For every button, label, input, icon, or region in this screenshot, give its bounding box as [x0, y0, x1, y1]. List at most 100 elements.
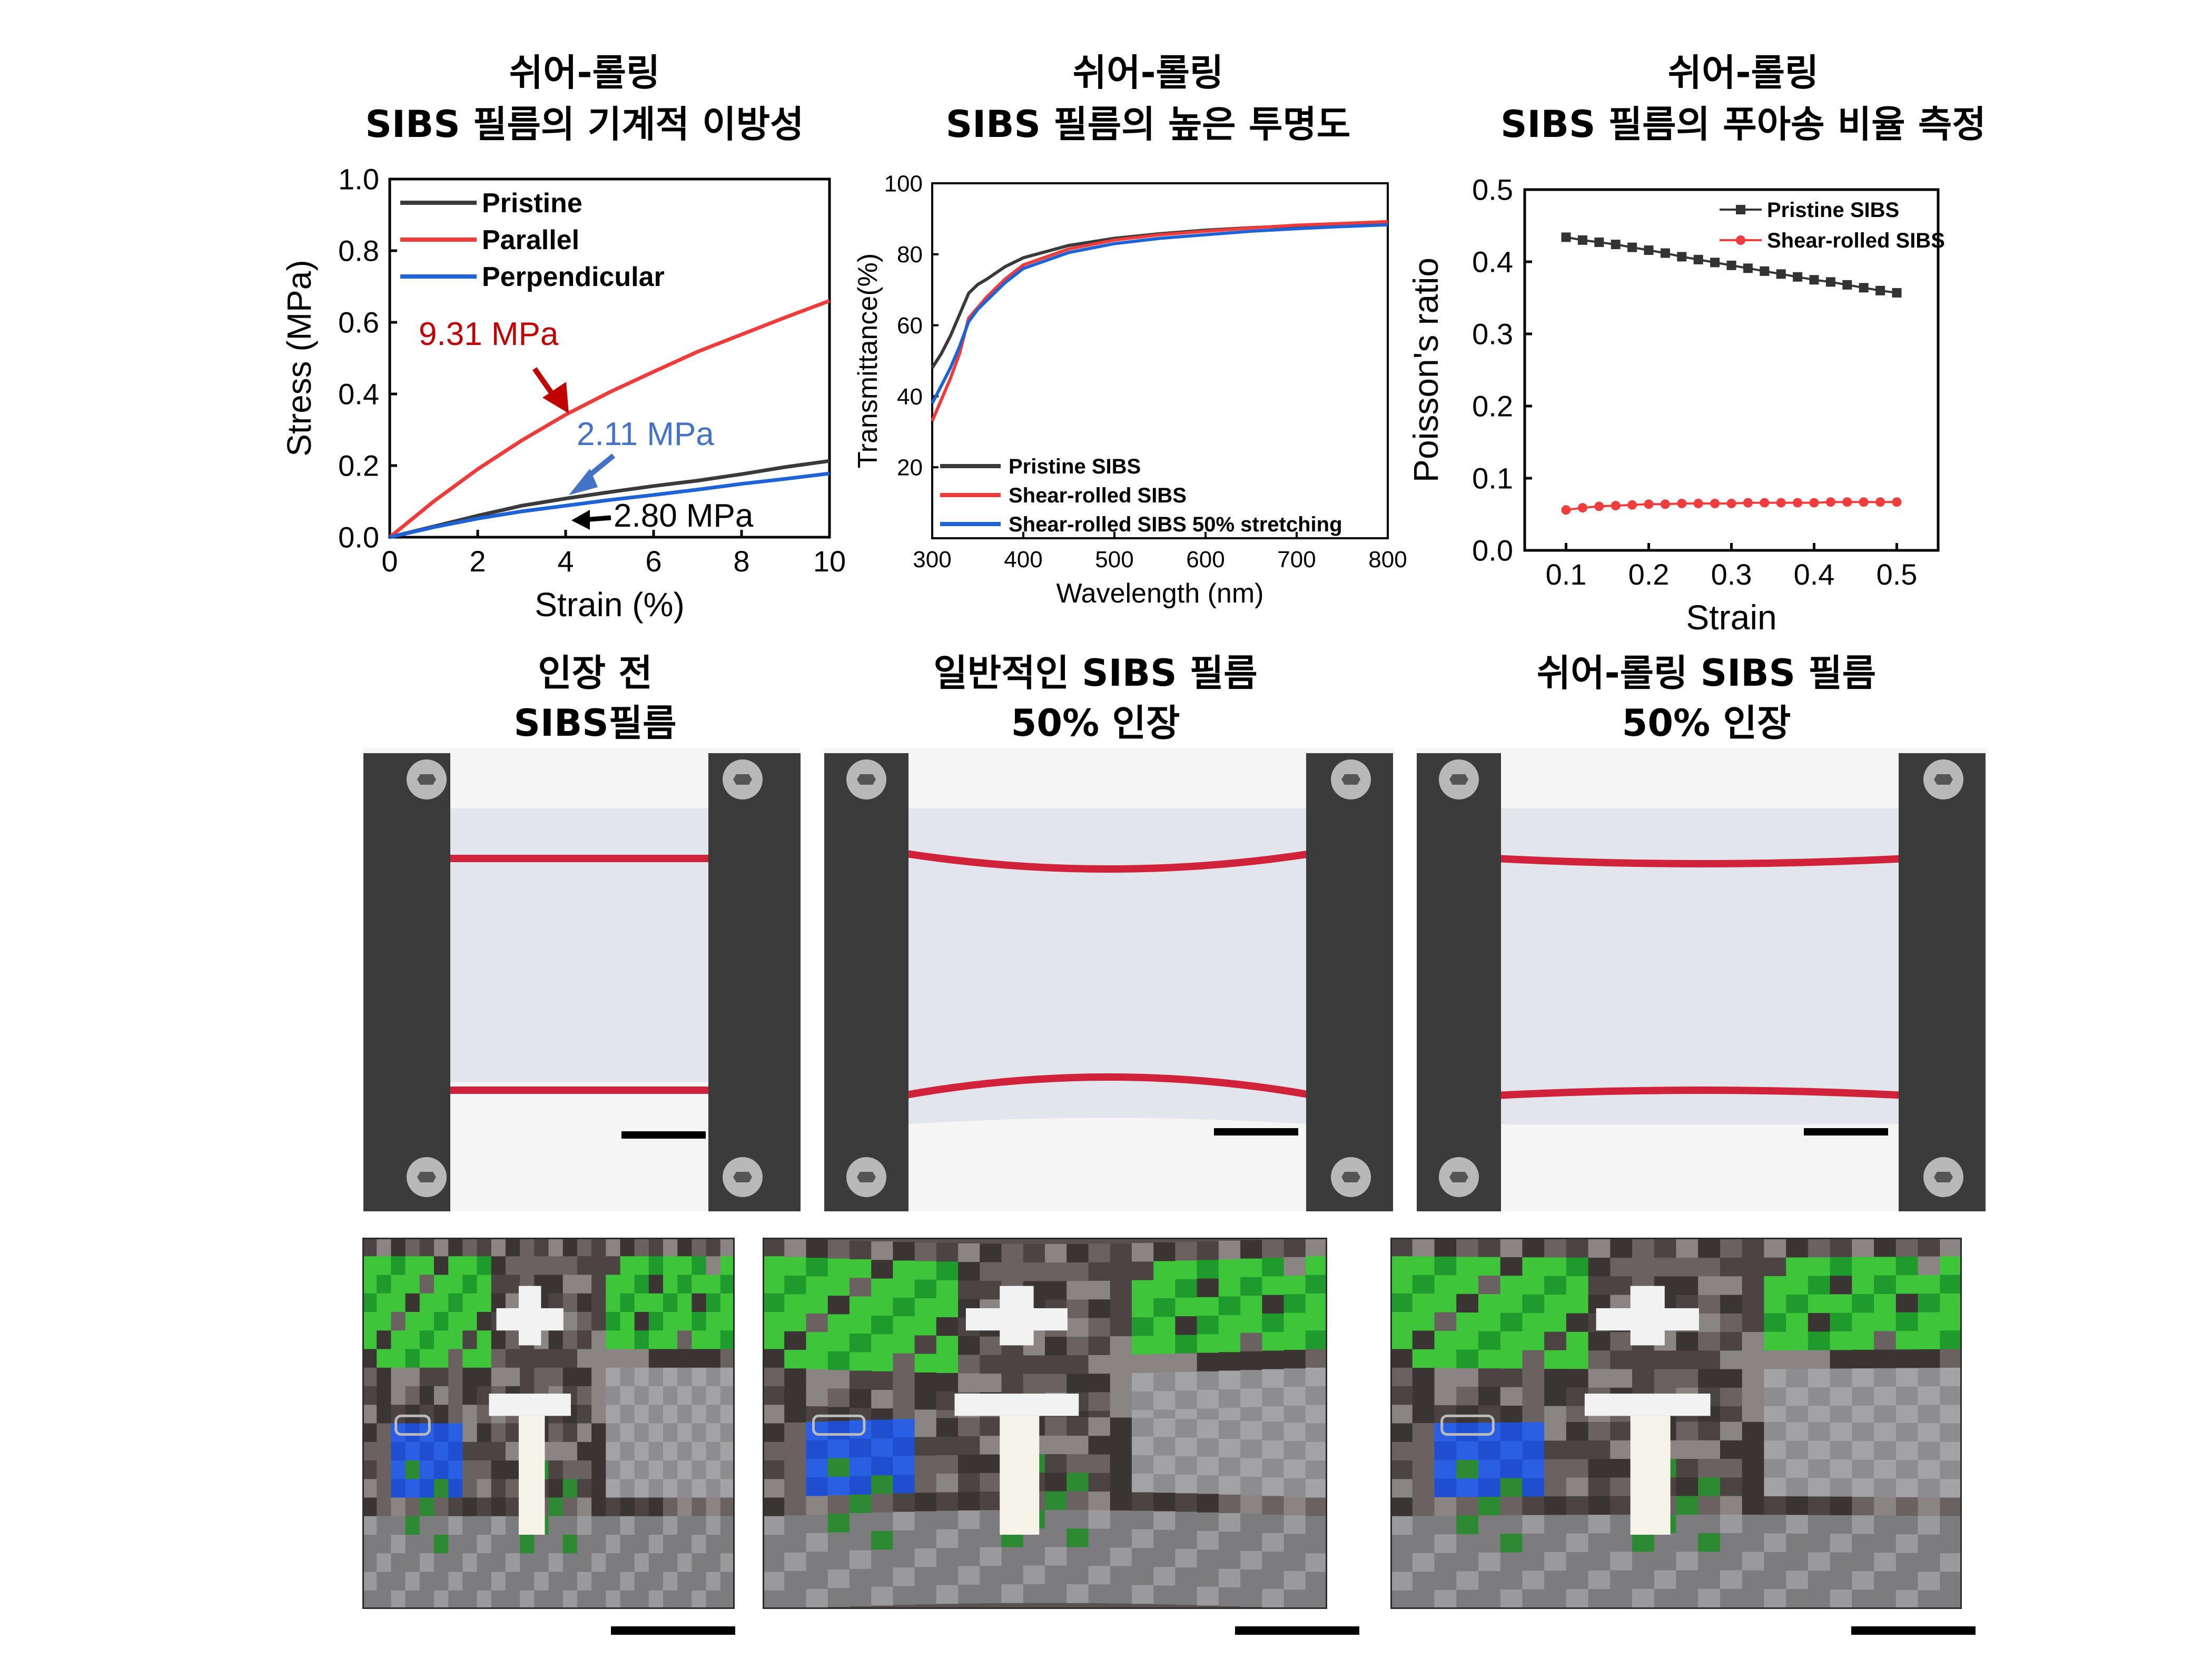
pixel	[1764, 1477, 1786, 1497]
y-tick-label: 100	[884, 171, 923, 196]
pixel	[1874, 1405, 1897, 1425]
pixel	[491, 1497, 506, 1517]
legend-label: Shear-rolled SIBS	[1767, 229, 1945, 252]
pixel	[648, 1238, 664, 1257]
pixel	[692, 1405, 707, 1424]
pixel	[1874, 1441, 1897, 1460]
pixel	[1786, 1295, 1809, 1314]
pixel	[419, 1275, 434, 1294]
pixel	[1566, 1369, 1588, 1388]
pixel	[1153, 1418, 1176, 1438]
pixel	[1895, 1312, 1918, 1331]
pixel	[405, 1238, 420, 1257]
pixel	[871, 1390, 893, 1409]
pixel	[477, 1330, 492, 1350]
data-point	[1875, 285, 1885, 295]
pixel	[1940, 1349, 1962, 1368]
clamp-left	[824, 753, 908, 1211]
pixel	[1131, 1372, 1154, 1392]
pixel	[1610, 1276, 1633, 1296]
annotation-parallel: 9.31 MPa	[419, 316, 559, 352]
pixel	[491, 1516, 506, 1535]
pixel	[936, 1492, 959, 1512]
pixel	[1240, 1569, 1262, 1588]
pixel	[1742, 1477, 1764, 1497]
pixel	[1610, 1258, 1633, 1277]
pixel	[1262, 1276, 1284, 1296]
pixel	[362, 1256, 377, 1276]
pixel	[692, 1516, 707, 1535]
rig-illustration	[1417, 748, 1986, 1211]
pixel	[462, 1441, 477, 1461]
pixel	[405, 1405, 420, 1424]
pixel	[1940, 1405, 1962, 1424]
pixel	[1175, 1372, 1198, 1391]
x-tick-label: 0.1	[1546, 558, 1587, 591]
pixel	[1786, 1387, 1809, 1407]
pixel	[548, 1572, 564, 1591]
pixel	[562, 1349, 578, 1368]
clamp-left	[363, 753, 450, 1211]
pixel	[720, 1312, 735, 1331]
figure-arms	[1584, 1394, 1711, 1416]
pixel	[620, 1330, 635, 1350]
pixel	[1830, 1276, 1852, 1295]
pixel	[980, 1454, 1002, 1474]
pixel	[1262, 1421, 1284, 1441]
pixel	[1283, 1350, 1306, 1369]
pixel	[548, 1516, 564, 1535]
pixel	[1852, 1589, 1874, 1609]
pixel	[1830, 1478, 1852, 1497]
pixel	[634, 1516, 649, 1535]
pixel	[1830, 1422, 1852, 1441]
pixel	[562, 1330, 578, 1350]
pixel	[1066, 1473, 1089, 1492]
pixel	[1305, 1330, 1327, 1350]
pixel	[606, 1572, 620, 1591]
pixel	[1390, 1293, 1413, 1312]
pixel	[620, 1516, 635, 1535]
pixel	[1742, 1459, 1764, 1478]
pixel	[849, 1587, 872, 1606]
pixel	[462, 1386, 477, 1405]
y-tick-label: 0.8	[338, 234, 379, 268]
pixel	[706, 1405, 721, 1424]
pixel	[1240, 1240, 1262, 1259]
pixel	[692, 1238, 707, 1257]
pixel	[1478, 1331, 1501, 1350]
y-tick-label: 0.3	[1472, 318, 1513, 351]
pixel	[1456, 1497, 1479, 1516]
data-point	[1809, 498, 1819, 508]
pixel	[491, 1460, 506, 1479]
pixel	[591, 1238, 606, 1257]
pixel	[914, 1298, 937, 1317]
pixel	[784, 1534, 806, 1553]
pixel	[1045, 1547, 1067, 1566]
pixel	[606, 1441, 620, 1461]
pixel	[1522, 1350, 1545, 1369]
pixel	[871, 1475, 893, 1494]
pixel	[893, 1475, 915, 1494]
pixel	[677, 1330, 692, 1350]
pixel	[491, 1590, 506, 1609]
pixel	[1632, 1533, 1655, 1552]
pixel	[1110, 1391, 1132, 1411]
pixel	[1305, 1516, 1327, 1535]
screw-icon	[1331, 1157, 1371, 1197]
pixel	[720, 1553, 735, 1573]
pixel	[1066, 1337, 1089, 1356]
pixel	[1786, 1239, 1809, 1258]
pixel	[1742, 1552, 1764, 1571]
pixel	[1153, 1511, 1176, 1530]
pixel	[1522, 1589, 1545, 1608]
pixel	[1218, 1476, 1241, 1495]
pixel	[562, 1460, 578, 1479]
pixel	[362, 1405, 377, 1424]
pixel	[648, 1367, 664, 1387]
pixel	[1874, 1368, 1897, 1387]
legend-marker	[1736, 205, 1745, 214]
pixel	[663, 1590, 678, 1609]
pixel	[1456, 1589, 1479, 1609]
figure-arms	[489, 1394, 571, 1416]
pixel	[1175, 1419, 1198, 1438]
